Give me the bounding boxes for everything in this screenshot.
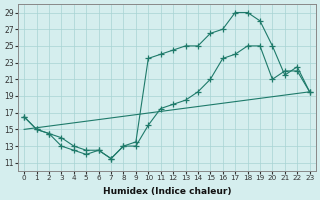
- X-axis label: Humidex (Indice chaleur): Humidex (Indice chaleur): [103, 187, 231, 196]
